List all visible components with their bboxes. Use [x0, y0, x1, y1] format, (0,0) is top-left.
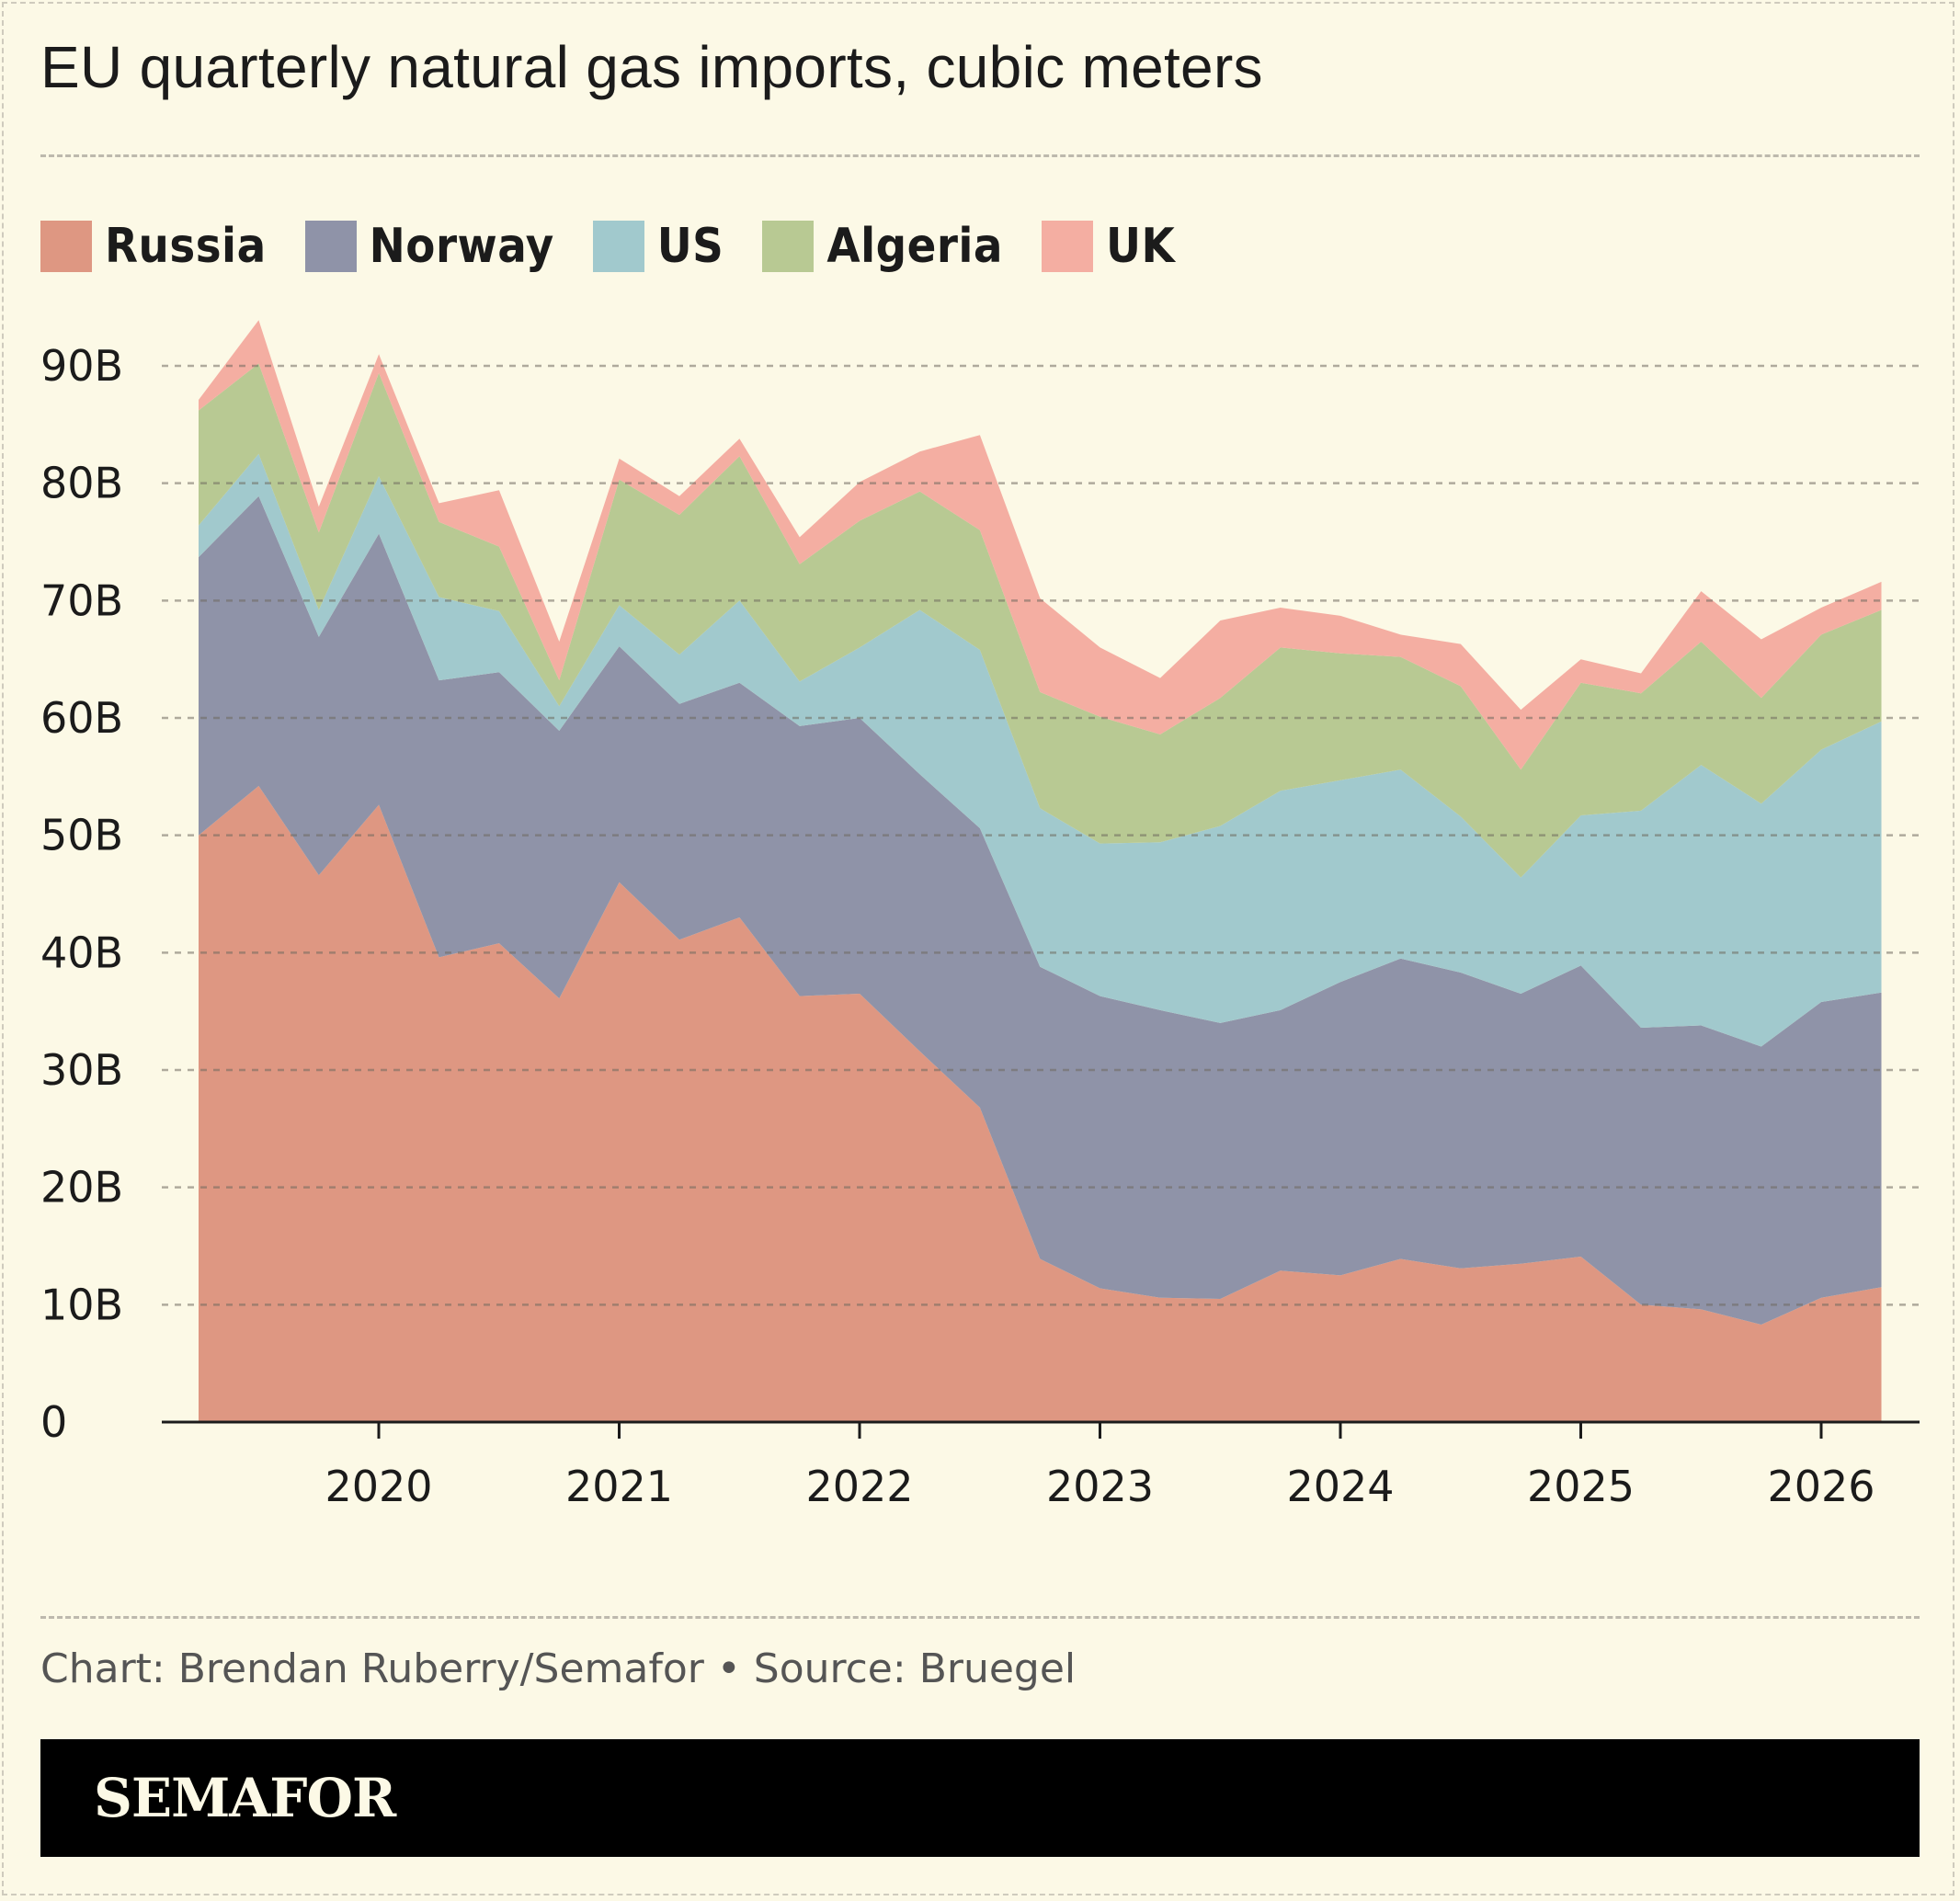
legend-swatch-norway [304, 221, 357, 272]
chart-credit: Chart: Brendan Ruberry/Semafor • Source:… [40, 1645, 1077, 1692]
y-tick-label: 10B [40, 1280, 123, 1329]
legend-item-us: US [592, 219, 724, 274]
y-tick-label: 70B [40, 575, 123, 625]
semafor-logo: SEMAFOR [94, 1767, 396, 1829]
x-tick-label: 2026 [1767, 1462, 1875, 1511]
area-norway [199, 495, 1882, 1325]
area-layers [199, 320, 1882, 1422]
legend: Russia Norway US Algeria UK [40, 217, 1214, 276]
area-russia [199, 786, 1882, 1422]
x-tick-label: 2023 [1046, 1462, 1154, 1511]
legend-item-uk: UK [1042, 219, 1175, 274]
legend-item-russia: Russia [40, 219, 267, 274]
legend-label-us: US [656, 219, 724, 274]
footer-bar: SEMAFOR [40, 1739, 1920, 1857]
y-tick-label: 50B [40, 811, 123, 860]
y-axis-labels: 0 10B 20B 30B 40B 50B 60B 70B 80B 90B [40, 341, 123, 1447]
legend-swatch-algeria [762, 221, 815, 272]
title-divider [40, 154, 1920, 157]
area-algeria [199, 363, 1882, 878]
area-uk [199, 320, 1882, 770]
y-tick-label: 60B [40, 693, 123, 743]
x-axis: 2020 2021 2022 2023 2024 2025 2026 [162, 1420, 1920, 1511]
y-tick-label: 40B [40, 928, 123, 977]
legend-item-norway: Norway [304, 219, 554, 274]
x-tick-label: 2025 [1527, 1462, 1635, 1511]
x-tick-label: 2020 [325, 1462, 432, 1511]
y-tick-label: 20B [40, 1163, 123, 1212]
legend-swatch-russia [40, 221, 92, 272]
chart-title: EU quarterly natural gas imports, cubic … [40, 34, 1263, 100]
x-tick-label: 2021 [565, 1462, 673, 1511]
area-us [199, 453, 1882, 1047]
x-tick-label: 2022 [805, 1462, 913, 1511]
gridlines [162, 364, 1920, 1306]
legend-label-algeria: Algeria [826, 219, 1003, 274]
x-tick-label: 2024 [1286, 1462, 1394, 1511]
y-tick-label: 90B [40, 341, 123, 391]
legend-swatch-uk [1042, 221, 1093, 272]
y-tick-label: 80B [40, 459, 123, 508]
legend-label-russia: Russia [105, 219, 267, 274]
footer-divider [40, 1616, 1920, 1619]
legend-label-norway: Norway [369, 219, 554, 274]
legend-item-algeria: Algeria [762, 219, 1003, 274]
y-tick-label: 30B [40, 1045, 123, 1095]
legend-label-uk: UK [1106, 219, 1176, 274]
y-tick-label: 0 [40, 1397, 67, 1447]
legend-swatch-us [592, 221, 644, 272]
